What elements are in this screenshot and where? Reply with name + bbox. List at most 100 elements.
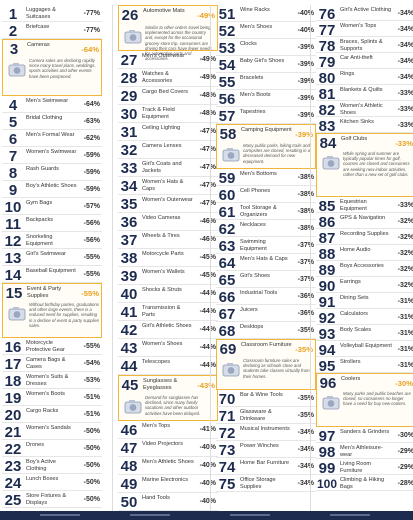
rank-number: 44: [120, 358, 138, 375]
category-name: Home Bar Furniture: [240, 460, 290, 466]
percent-change: -34%: [297, 429, 314, 436]
column-divider: [210, 5, 211, 511]
category-row: 42 Girl's Athletic Shoes -44%: [118, 321, 218, 339]
category-name: Sunglasses & Eyeglasses: [143, 378, 178, 391]
product-illustration-icon: [124, 400, 142, 414]
category-name: Telescopes: [142, 359, 170, 365]
category-row: 50 Hand Tools -40%: [118, 493, 218, 511]
percent-change: -49%: [199, 74, 216, 81]
category-row: 81 Blankets & Quilts -33%: [316, 85, 413, 103]
percent-change: -31%: [397, 362, 413, 369]
category-row: 23 Boy's Active Clothing -50%: [2, 457, 102, 475]
percent-change: -49%: [199, 56, 216, 63]
rank-number: 34: [120, 178, 138, 195]
category-row: 2 Briefcase -77%: [2, 22, 102, 40]
category-row: 99 Living Room Furniture -29%: [316, 459, 413, 477]
category-name: Hand Tools: [142, 495, 170, 501]
rank-number: 38: [120, 250, 138, 267]
category-row: 95 Strollers -31%: [316, 357, 413, 375]
category-name: Boys Accessories: [340, 263, 384, 269]
category-row: 53 Clocks -39%: [216, 39, 316, 57]
ranking-column: 51 Wine Racks -40% 52 Men's Shoes -40% 53 Clock…: [216, 5, 316, 511]
rank-number: 61: [218, 204, 236, 221]
category-name: Volleyball Equipment: [340, 343, 392, 349]
category-name: Briefcase: [26, 24, 50, 30]
percent-change: -34%: [397, 42, 413, 49]
category-row: 89 Boys Accessories -32%: [316, 261, 413, 279]
category-name: Lunch Boxes: [26, 476, 59, 482]
category-note: Demand for sunglasses has declined, sinc…: [145, 395, 201, 416]
percent-change: -39%: [295, 130, 313, 139]
category-row: 94 Volleyball Equipment -31%: [316, 341, 413, 359]
rank-number: 18: [4, 373, 22, 390]
percent-change: -39%: [297, 112, 314, 119]
percent-change: -32%: [397, 234, 413, 241]
category-name: Office Storage Supplies: [240, 477, 276, 490]
category-name: Industrial Tools: [240, 290, 278, 296]
percent-change: -34%: [297, 463, 314, 470]
category-name: Women's Sandals: [26, 425, 71, 431]
percent-change: -37%: [297, 276, 314, 283]
category-row: 68 Desktops -35%: [216, 322, 316, 340]
percent-change: -39%: [297, 95, 314, 102]
percent-change: -35%: [297, 327, 314, 334]
category-name: Men's Boots: [240, 92, 271, 98]
category-name: Body Scales: [340, 327, 372, 333]
percent-change: -47%: [199, 146, 216, 153]
category-row: 86 GPS & Navigation -32%: [316, 213, 413, 231]
percent-change: -77%: [83, 27, 100, 34]
category-name: Marine Electronics: [142, 477, 189, 483]
featured-category-row: 84 Golf Clubs -33% While spring and summer …: [316, 133, 413, 197]
category-row: 19 Women's Boots -51%: [2, 389, 102, 407]
category-name: Coolers: [341, 376, 361, 382]
percent-change: -44%: [199, 290, 216, 297]
category-name: Dining Sets: [340, 295, 369, 301]
category-row: 31 Ceiling Lighting -47%: [118, 123, 218, 141]
rank-number: 69: [219, 341, 237, 358]
category-row: 88 Home Audio -32%: [316, 245, 413, 263]
rank-number: 72: [218, 425, 236, 442]
category-row: 79 Car Anti-theft -34%: [316, 53, 413, 71]
rank-number: 48: [120, 458, 138, 475]
category-name: Men's Swimwear: [26, 98, 69, 104]
percent-change: -62%: [83, 135, 100, 142]
category-name: Earrings: [340, 279, 361, 285]
percent-change: -59%: [83, 152, 100, 159]
rank-number: 75: [218, 476, 236, 493]
category-name: GPS & Navigation: [340, 215, 386, 221]
rank-number: 12: [4, 233, 22, 250]
percent-change: -44%: [199, 344, 216, 351]
percent-change: -56%: [83, 237, 100, 244]
category-name: Watches & Accessories: [142, 71, 173, 84]
rank-number: 97: [318, 428, 336, 445]
percent-change: -50%: [83, 462, 100, 469]
category-name: Braces, Splints & Supports: [340, 39, 383, 52]
footer-bar: [0, 511, 413, 520]
rank-number: 54: [218, 57, 236, 74]
percent-change: -34%: [397, 58, 413, 65]
category-row: 22 Drones -50%: [2, 440, 102, 458]
rank-number: 56: [218, 91, 236, 108]
category-row: 73 Power Winches -34%: [216, 441, 316, 459]
rank-number: 55: [218, 74, 236, 91]
rank-number: 22: [4, 441, 22, 458]
percent-change: -36%: [297, 293, 314, 300]
category-row: 44 Telescopes -44%: [118, 357, 218, 375]
category-name: Strollers: [340, 359, 361, 365]
category-name: Motorcycle Protective Gear: [26, 340, 65, 353]
rank-number: 6: [8, 131, 18, 148]
category-row: 12 Snorkeling Equipment -56%: [2, 232, 102, 250]
percent-change: -40%: [199, 498, 216, 505]
category-row: 52 Men's Shoes -40%: [216, 22, 316, 40]
rank-number: 82: [318, 102, 336, 119]
rank-number: 41: [120, 304, 138, 321]
percent-change: -43%: [197, 381, 215, 390]
percent-change: -38%: [297, 174, 314, 181]
rank-number: 23: [4, 458, 22, 475]
category-name: Transmission & Parts: [142, 305, 181, 318]
percent-change: -28%: [397, 480, 413, 487]
rank-number: 70: [218, 391, 236, 408]
category-row: 82 Women's Athletic Shoes -33%: [316, 101, 413, 119]
category-row: 33 Girl's Coats and Jackets -47%: [118, 159, 218, 177]
category-name: Store Fixtures & Displays: [26, 493, 67, 506]
